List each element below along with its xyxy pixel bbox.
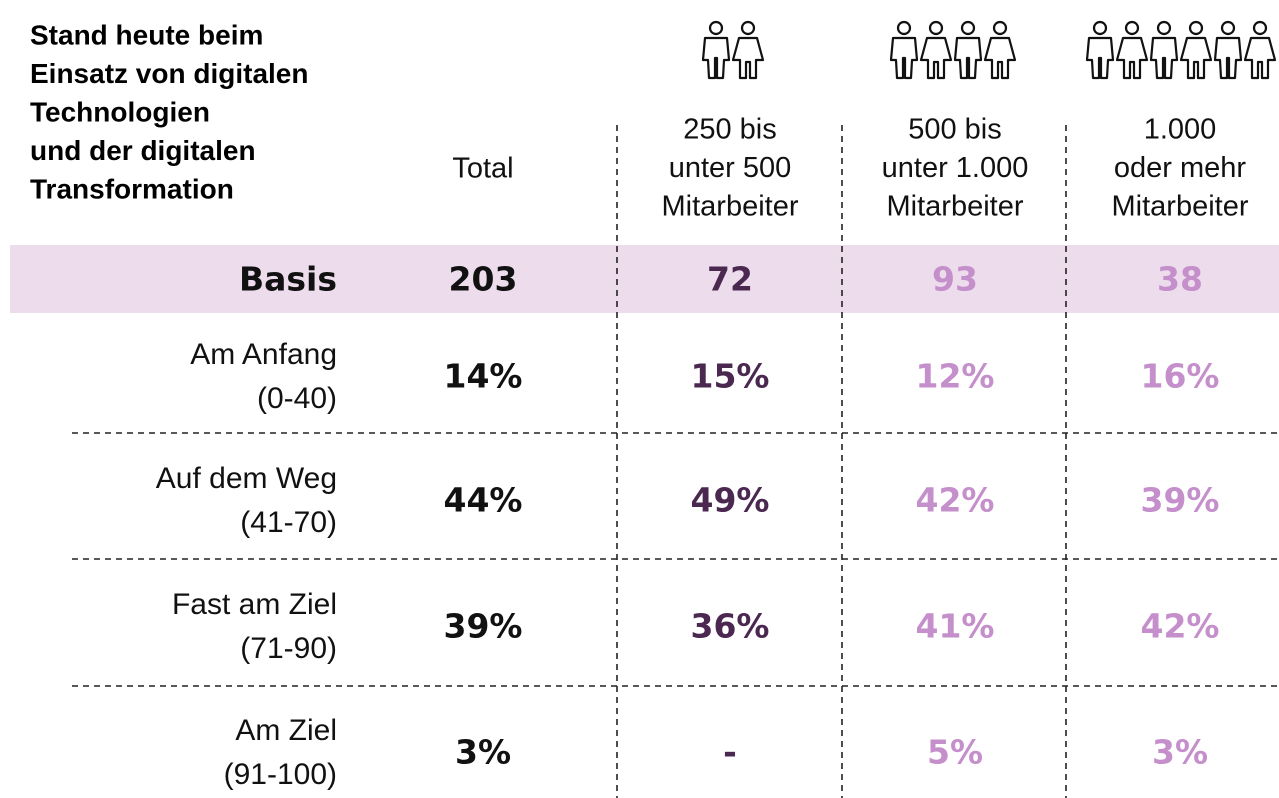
column-header: Mitarbeiter [887,191,1024,223]
cell-value: 42% [916,481,995,520]
cell-value: 15% [691,357,770,396]
title-line: Stand heute beim [30,19,263,50]
title-line: und der digitalen [30,135,256,166]
column-header: Total [452,153,513,185]
column-header: 1.000 [1144,114,1217,146]
column-header: unter 1.000 [882,152,1029,184]
cell-value: 49% [691,481,770,520]
column-header: Mitarbeiter [662,191,799,223]
column-header: oder mehr [1114,152,1247,184]
row-label: (71-90) [240,632,337,665]
title-line: Transformation [30,173,234,204]
row-label: Auf dem Weg [156,462,337,495]
basis-band [10,245,1279,313]
cell-value: 16% [1141,357,1220,396]
row-label: (91-100) [224,758,337,791]
basis-value: 38 [1157,260,1203,299]
column-header: unter 500 [669,152,792,184]
cell-value: 14% [444,357,523,396]
cell-value: 42% [1141,607,1220,646]
cell-value: 3% [1152,733,1208,772]
person-icon [701,20,731,80]
person-icon [1179,20,1213,80]
cell-value: - [723,733,737,772]
cell-value: 41% [916,607,995,646]
cell-value: 39% [1141,481,1220,520]
basis-value: 203 [449,260,518,299]
row-label: Am Ziel [235,714,337,747]
cell-value: 5% [927,733,983,772]
row-label: (41-70) [240,506,337,539]
person-icon [1115,20,1149,80]
cell-value: 44% [444,481,523,520]
cell-value: 12% [916,357,995,396]
person-icon [983,20,1017,80]
person-icon [953,20,983,80]
cell-value: 39% [444,607,523,646]
person-icon [1243,20,1277,80]
person-icon [731,20,765,80]
cell-value: 36% [691,607,770,646]
basis-value: 93 [932,260,978,299]
person-icon [1085,20,1115,80]
row-label: Am Anfang [190,338,337,371]
people-icons [701,20,1277,80]
column-header: 500 bis [908,114,1002,146]
person-icon [889,20,919,80]
title-line: Einsatz von digitalen [30,58,308,89]
title-line: Technologien [30,96,210,127]
basis-value: 72 [707,260,753,299]
row-label: (0-40) [257,382,337,415]
person-icon [919,20,953,80]
person-icon [1213,20,1243,80]
dividers [72,125,1279,798]
person-icon [1149,20,1179,80]
cell-value: 3% [455,733,511,772]
row-label: Fast am Ziel [172,588,337,621]
basis-label: Basis [239,260,337,299]
column-header: Mitarbeiter [1112,191,1249,223]
column-header: 250 bis [683,114,777,146]
